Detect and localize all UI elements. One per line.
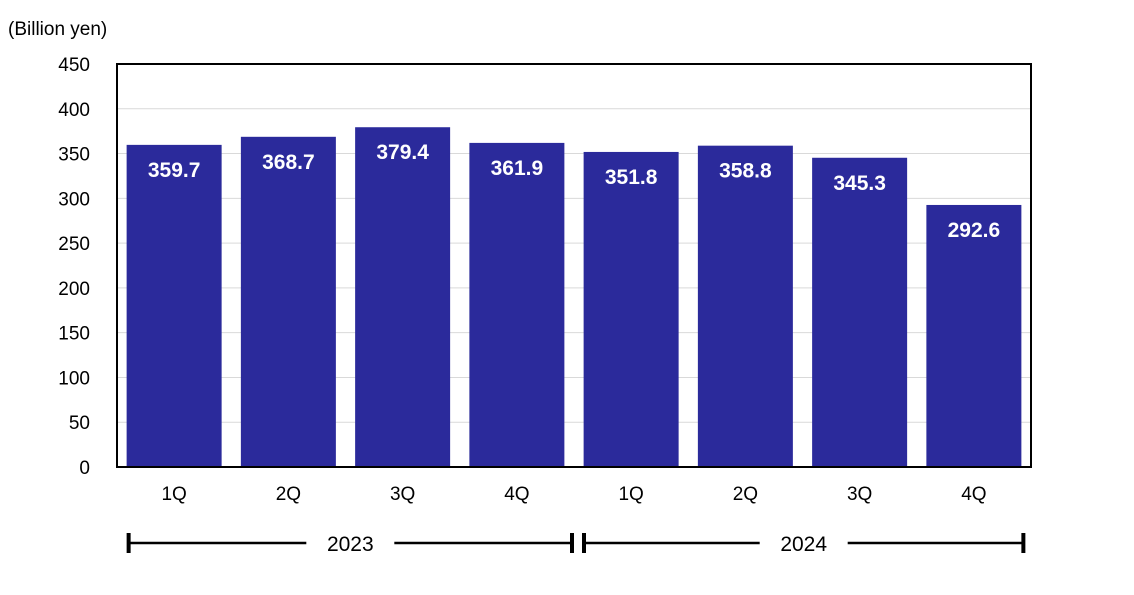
bar-value-label: 379.4: [376, 141, 429, 164]
year-group-label: 2023: [327, 533, 374, 556]
y-tick-label: 0: [79, 458, 90, 479]
bar-value-label: 359.7: [148, 159, 201, 182]
x-category-label: 2Q: [276, 484, 301, 505]
bar: [240, 136, 336, 468]
bar-value-label: 368.7: [262, 151, 315, 174]
bar-value-label: 358.8: [719, 160, 772, 183]
bar: [126, 144, 222, 468]
x-category-label: 1Q: [618, 484, 643, 505]
bar: [926, 204, 1022, 467]
x-category-label: 4Q: [961, 484, 986, 505]
x-category-label: 3Q: [847, 484, 872, 505]
plot-frame: [116, 63, 1032, 468]
y-axis-ticks: 0 50 100 150 200 250 300 350 400 450: [58, 55, 90, 479]
x-category-label: 3Q: [390, 484, 415, 505]
bars: 359.7 368.7 379.4 361.9 351.8 358.8 345.3 292.6: [126, 127, 1022, 468]
bar-value-label: 351.8: [605, 166, 658, 189]
y-tick-label: 50: [69, 413, 90, 434]
y-tick-label: 200: [58, 279, 90, 300]
year-group-brackets: 2023 2024: [126, 533, 1026, 556]
bar: [355, 127, 451, 467]
y-tick-label: 450: [58, 55, 90, 76]
y-tick-label: 300: [58, 189, 90, 210]
bar: [812, 157, 908, 468]
x-category-label: 4Q: [504, 484, 529, 505]
bar-value-label: 345.3: [833, 172, 886, 195]
bar-value-label: 361.9: [491, 157, 544, 180]
x-axis-categories: 1Q 2Q 3Q 4Q 1Q 2Q 3Q 4Q: [161, 484, 986, 505]
y-tick-label: 250: [58, 234, 90, 255]
y-tick-label: 100: [58, 368, 90, 389]
x-category-label: 1Q: [161, 484, 186, 505]
y-tick-label: 400: [58, 100, 90, 121]
bar: [469, 142, 565, 467]
y-tick-label: 350: [58, 145, 90, 166]
x-category-label: 2Q: [733, 484, 758, 505]
year-group-label: 2024: [780, 533, 827, 556]
bar: [697, 145, 793, 467]
y-axis-unit-label: (Billion yen): [8, 19, 107, 40]
y-tick-label: 150: [58, 324, 90, 345]
bar-value-label: 292.6: [948, 219, 1001, 242]
bar: [583, 151, 679, 468]
